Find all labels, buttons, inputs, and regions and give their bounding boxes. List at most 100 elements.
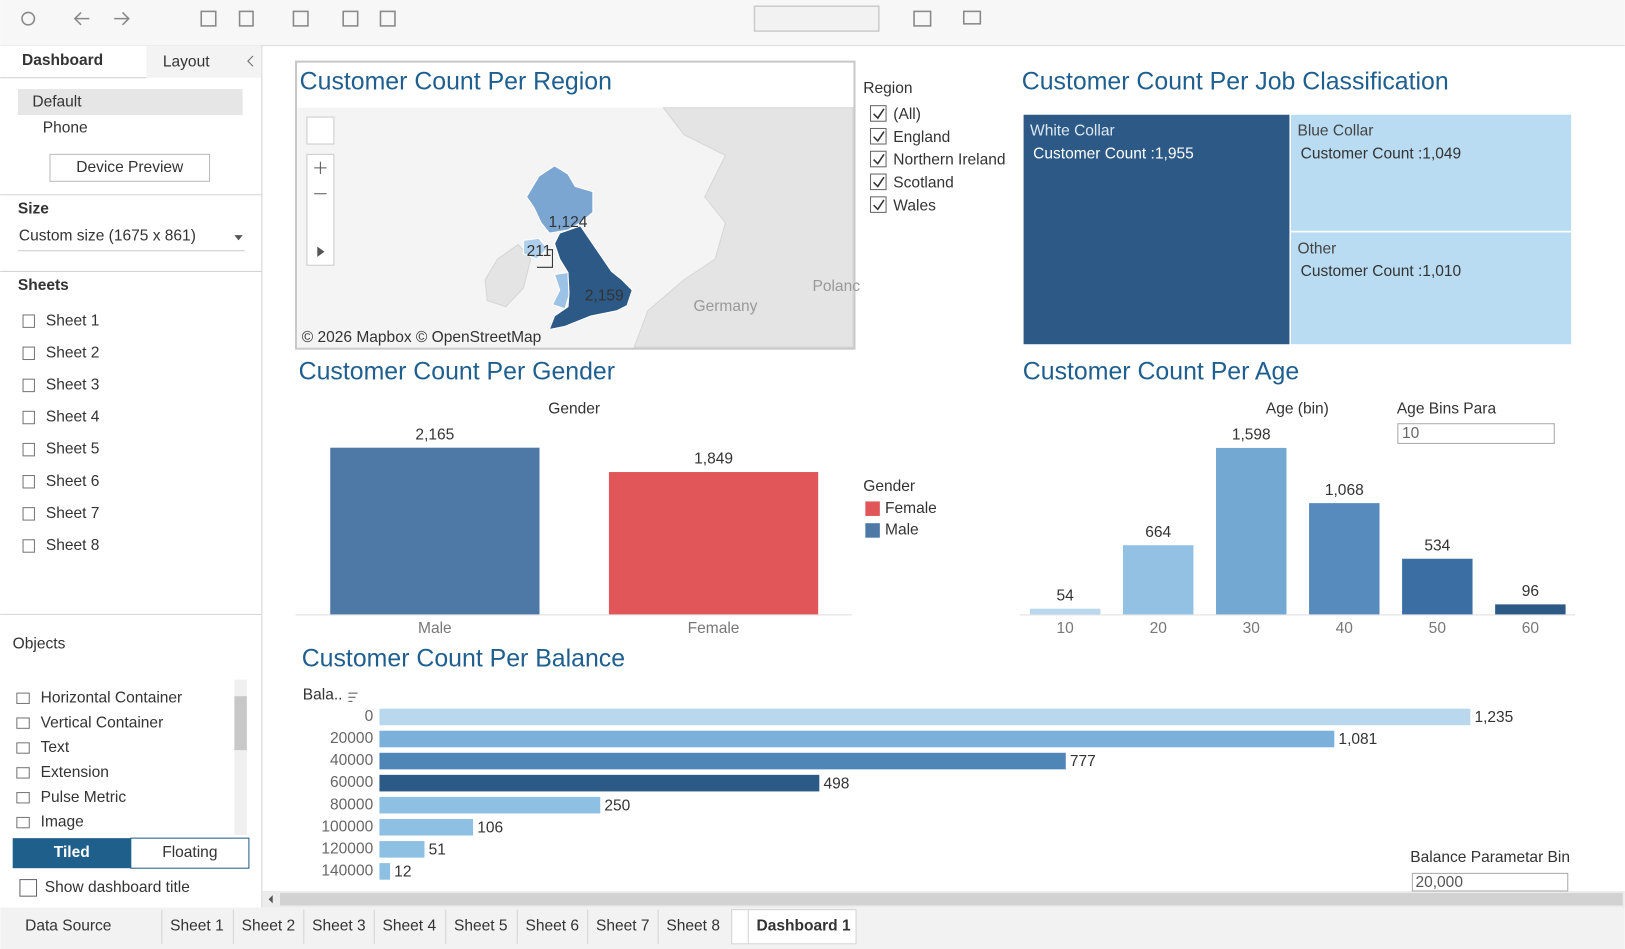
new-sheet-icon[interactable] [292, 10, 309, 27]
bottom-tab[interactable]: Sheet 7 [596, 917, 650, 934]
heading: Objects [13, 636, 66, 653]
button-label[interactable]: Device Preview [76, 159, 184, 176]
filter-checkbox[interactable] [869, 173, 887, 191]
size-dropdown-arrow[interactable] [234, 235, 243, 241]
h-scroll-thumb[interactable] [279, 893, 1623, 906]
floating-button[interactable] [130, 837, 250, 869]
y-tick-label: 60000 [330, 774, 374, 791]
sheet-item[interactable]: Sheet 2 [46, 344, 100, 361]
bottom-tab[interactable]: Sheet 1 [170, 917, 224, 934]
sort-icon[interactable] [348, 692, 358, 702]
save-icon[interactable] [200, 10, 217, 27]
x-tick-label: 30 [1243, 620, 1261, 637]
filter-item[interactable]: (All) [893, 106, 921, 123]
filter-item[interactable]: England [893, 129, 950, 146]
checkbox-label: Show dashboard title [45, 879, 190, 896]
show-title-checkbox[interactable] [19, 879, 38, 897]
presentation-icon[interactable] [962, 10, 982, 25]
object-item[interactable]: Vertical Container [41, 714, 164, 731]
object-item[interactable]: Extension [41, 764, 109, 781]
sheet-item[interactable]: Sheet 8 [46, 537, 100, 554]
parameter-value[interactable]: 20,000 [1415, 874, 1463, 891]
object-icon [16, 792, 30, 804]
bottom-tab[interactable]: Sheet 3 [312, 917, 366, 934]
bar [379, 708, 1471, 726]
object-icon [16, 717, 30, 729]
bar [379, 863, 391, 880]
zoom-icons[interactable] [314, 161, 327, 195]
scroll-left[interactable] [268, 895, 273, 904]
sheet-item[interactable]: Sheet 3 [46, 377, 100, 394]
sheet-item[interactable]: Sheet 6 [46, 473, 100, 490]
data-label: 664 [1145, 524, 1171, 541]
bottom-tab[interactable]: Sheet 2 [242, 917, 296, 934]
filter-item[interactable]: Scotland [893, 174, 953, 191]
map-search[interactable] [306, 116, 335, 145]
bar [1402, 558, 1473, 615]
parameter-label: Age Bins Para [1397, 400, 1497, 417]
legend-swatch[interactable] [865, 523, 880, 538]
axis-header: Gender [548, 400, 600, 417]
filter-item[interactable]: Northern Ireland [893, 152, 1005, 169]
duplicate-icon[interactable] [342, 10, 359, 27]
filter-checkbox[interactable] [869, 105, 887, 122]
treemap-category: Other [1297, 240, 1336, 257]
size-value[interactable]: Custom size (1675 x 861) [19, 227, 196, 244]
bottom-tab[interactable]: Sheet 8 [666, 917, 720, 934]
device-option[interactable]: Phone [43, 120, 88, 137]
treemap-category: Blue Collar [1297, 123, 1373, 140]
filter-checkbox[interactable] [869, 196, 887, 213]
active-tab-bg[interactable] [731, 909, 857, 945]
clear-icon[interactable] [379, 10, 396, 27]
mode-label[interactable]: Floating [162, 844, 217, 861]
age-param-input[interactable] [1397, 423, 1555, 444]
filter-checkbox[interactable] [869, 150, 887, 168]
tab[interactable]: Dashboard [22, 52, 103, 69]
undo-icon[interactable] [73, 11, 90, 26]
chart-title: Customer Count Per Region [300, 67, 612, 95]
bar [1122, 545, 1194, 615]
redo-icon[interactable] [114, 11, 130, 26]
balance-param-input[interactable] [1411, 872, 1569, 892]
filter-checkbox[interactable] [869, 127, 887, 145]
object-item[interactable]: Text [41, 739, 70, 756]
show-cards-icon[interactable] [913, 10, 932, 27]
parameter-value[interactable]: 10 [1402, 425, 1420, 442]
legend-label[interactable]: Female [885, 500, 937, 517]
map-pan-icon[interactable] [317, 246, 325, 257]
bottom-tab[interactable]: Data Source [25, 917, 111, 934]
object-item[interactable]: Horizontal Container [41, 689, 183, 706]
object-item[interactable]: Pulse Metric [41, 789, 127, 806]
objects-scroll-thumb[interactable] [234, 696, 247, 751]
sheet-icon [22, 442, 35, 457]
bar [379, 841, 425, 858]
treemap-value: Customer Count :1,010 [1301, 263, 1462, 280]
legend-label[interactable]: Male [885, 522, 919, 539]
object-icon [16, 767, 30, 779]
filter-item[interactable]: Wales [893, 197, 936, 214]
bottom-tab[interactable]: Sheet 5 [454, 917, 508, 934]
y-tick-label: 100000 [321, 818, 373, 835]
bottom-tab[interactable]: Sheet 4 [383, 917, 437, 934]
sheet-item[interactable]: Sheet 4 [46, 409, 100, 426]
collapse-icon[interactable] [247, 55, 254, 67]
filter-check [873, 131, 885, 143]
device-option[interactable]: Default [32, 94, 82, 111]
object-item[interactable]: Image [41, 814, 84, 831]
sheet-item[interactable]: Sheet 1 [46, 312, 100, 329]
tiled-button[interactable] [12, 838, 131, 869]
fit-dropdown[interactable] [753, 5, 880, 32]
treemap-cell [1289, 230, 1573, 346]
bottom-tab[interactable]: Sheet 6 [526, 917, 580, 934]
new-source-icon[interactable] [238, 10, 254, 27]
sheet-item[interactable]: Sheet 5 [46, 441, 100, 458]
device-preview-button[interactable] [49, 153, 211, 182]
mode-label[interactable]: Tiled [54, 844, 90, 861]
bottom-tab[interactable]: Dashboard 1 [757, 917, 851, 934]
layout-tab-bg[interactable] [146, 45, 262, 78]
legend-title: Gender [863, 478, 915, 495]
place-name: Polanc [813, 278, 861, 295]
legend-swatch[interactable] [865, 501, 880, 516]
sheet-item[interactable]: Sheet 7 [46, 505, 100, 522]
tab[interactable]: Layout [163, 53, 210, 70]
